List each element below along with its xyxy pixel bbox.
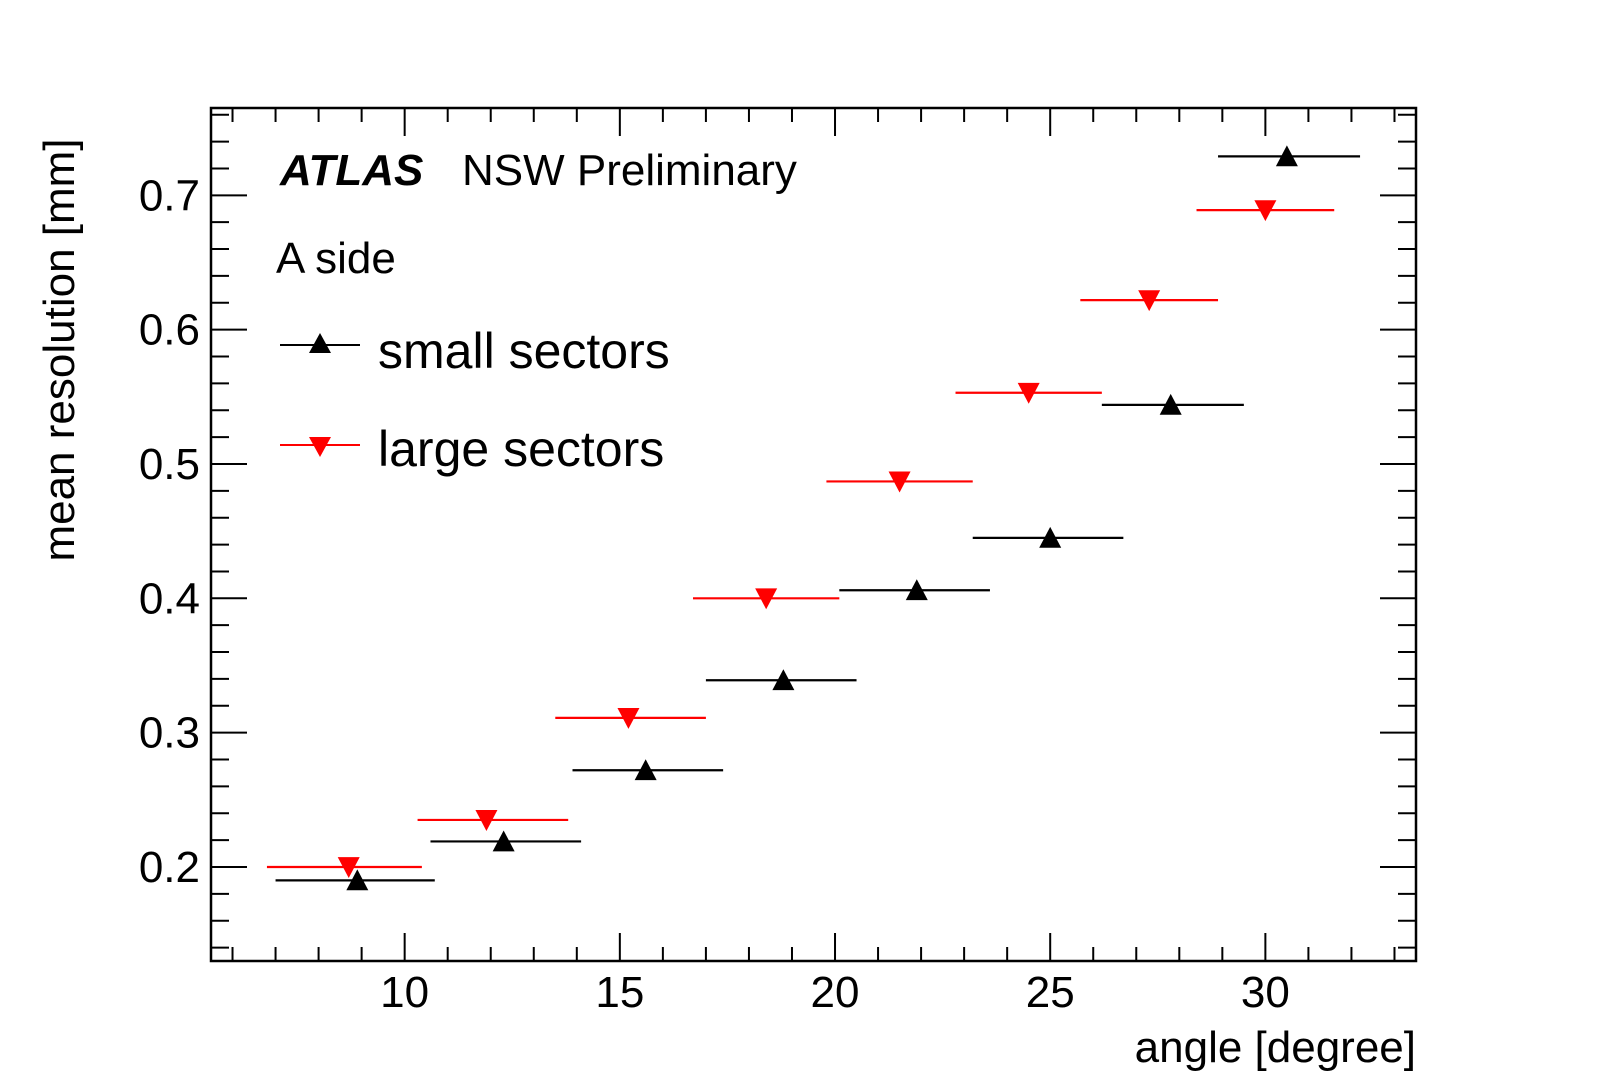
data-point [1159,393,1182,415]
y-tick-label: 0.4 [139,574,200,623]
legend-marker-small [309,333,331,353]
x-tick-label: 20 [811,968,860,1017]
series-large-sectors [266,200,1335,878]
x-tick-label: 15 [595,968,644,1017]
y-tick-label: 0.2 [139,843,200,892]
data-point [1275,145,1298,167]
series-small-sectors [275,145,1361,891]
y-tick-label: 0.5 [139,440,200,489]
data-point [1138,290,1161,312]
y-tick-label: 0.7 [139,171,200,220]
x-tick-labels: 10 15 20 25 30 [380,968,1290,1017]
data-point [772,669,795,691]
y-tick-label: 0.3 [139,709,200,758]
data-point [1039,526,1062,548]
legend: small sectors large sectors [280,323,670,477]
legend-label-small: small sectors [378,323,670,379]
x-axis-label: angle [degree] [1135,1023,1416,1072]
data-point [905,579,928,601]
data-point [337,857,360,878]
data-point [1254,200,1277,222]
data-point [634,759,657,781]
data-point [475,810,498,831]
y-axis-label: mean resolution [mm] [35,138,84,561]
status-label: NSW Preliminary [462,146,797,195]
data-point [492,830,515,852]
data-point [346,869,369,891]
atlas-label: ATLAS [279,146,423,195]
plot-frame [209,106,1418,963]
y-tick-labels: 0.2 0.3 0.4 0.5 0.6 0.7 [139,171,200,892]
x-tick-label: 30 [1241,968,1290,1017]
legend-marker-large [309,437,331,457]
data-point [617,707,640,729]
data-point [888,471,911,493]
legend-label-large: large sectors [378,421,664,477]
x-tick-label: 25 [1026,968,1075,1017]
side-label: A side [276,234,396,283]
y-tick-label: 0.6 [139,306,200,355]
data-point [755,588,778,610]
data-series [266,145,1361,891]
x-tick-label: 10 [380,968,429,1017]
data-point [1017,382,1040,404]
axis-ticks [211,108,1416,961]
